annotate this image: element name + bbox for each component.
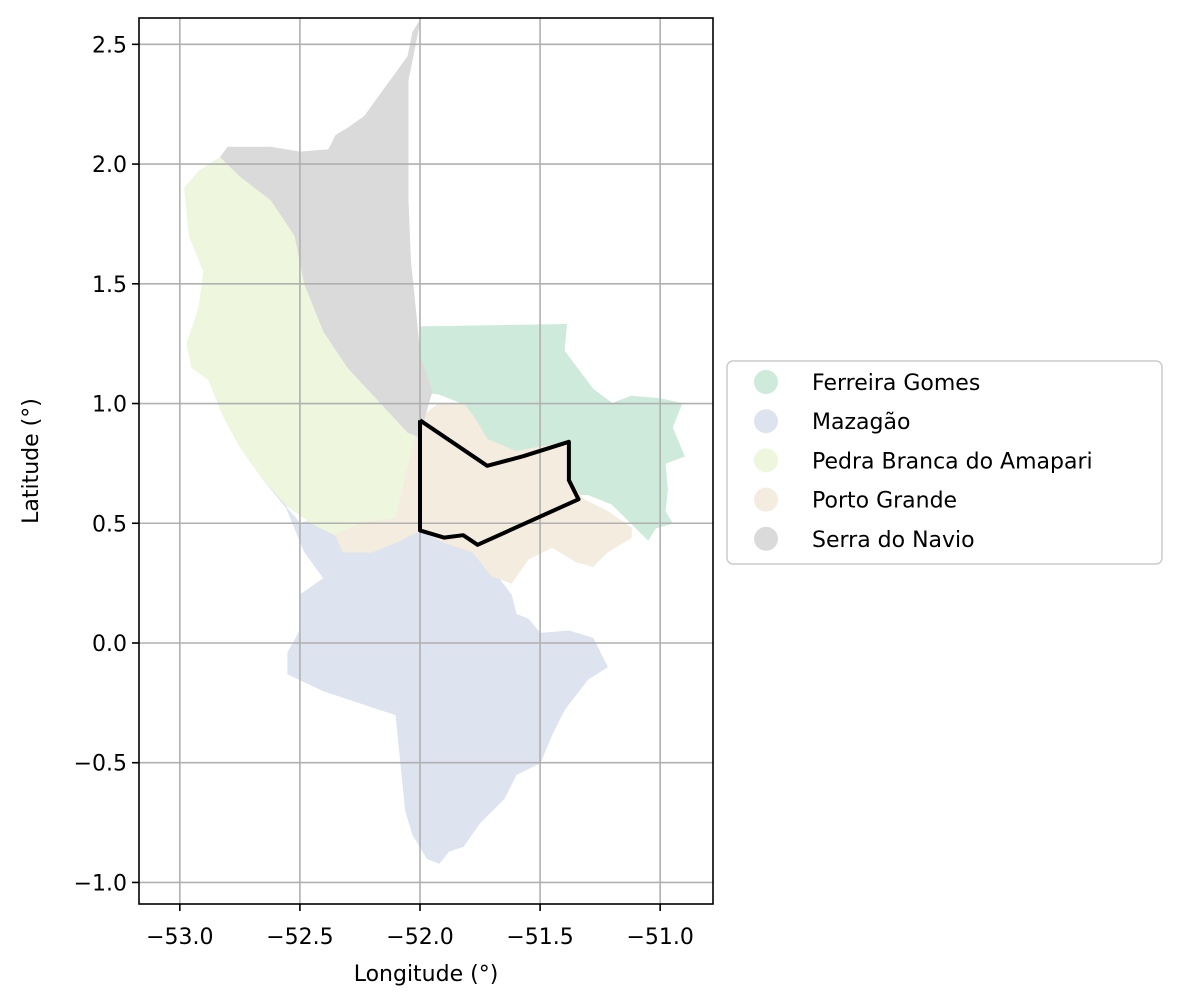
regions-layer bbox=[184, 20, 685, 864]
y-tick-label: 1.5 bbox=[92, 273, 127, 298]
legend-marker bbox=[754, 448, 778, 473]
legend-item-mazagao: Mazagão bbox=[754, 409, 910, 435]
legend-label: Pedra Branca do Amapari bbox=[812, 449, 1093, 474]
y-tick-label: 0.5 bbox=[92, 512, 127, 537]
y-tick-label: 2.5 bbox=[92, 33, 127, 58]
legend-marker bbox=[754, 409, 778, 434]
legend-item-pedra-branca-do-amapari: Pedra Branca do Amapari bbox=[754, 448, 1093, 474]
legend-item-serra-do-navio: Serra do Navio bbox=[754, 526, 975, 553]
y-tick-label: 2.0 bbox=[92, 153, 127, 178]
y-tick-label: −1.0 bbox=[74, 871, 127, 896]
legend-label: Mazagão bbox=[812, 410, 910, 435]
legend-box bbox=[726, 360, 1163, 565]
x-axis-label: Longitude (°) bbox=[354, 962, 499, 987]
legend-label: Porto Grande bbox=[812, 489, 957, 514]
legend-marker bbox=[754, 526, 778, 551]
legend-item-ferreira-gomes: Ferreira Gomes bbox=[754, 370, 980, 396]
y-tick-label: 1.0 bbox=[92, 393, 127, 418]
region-porto-grande bbox=[335, 403, 632, 584]
x-tick-label: −52.5 bbox=[266, 925, 333, 950]
y-axis-label: Latitude (°) bbox=[19, 398, 44, 524]
plot-frame bbox=[138, 17, 714, 905]
legend-marker bbox=[754, 370, 778, 394]
y-tick-label: −0.5 bbox=[74, 752, 127, 777]
region-mazagao bbox=[239, 446, 608, 864]
boundary-outline bbox=[418, 418, 581, 547]
y-ticks: −1.0 −0.5 0.0 0.5 1.0 1.5 2.0 2.5 bbox=[74, 33, 139, 896]
x-tick-label: −51.0 bbox=[626, 925, 693, 950]
x-tick-label: −52.0 bbox=[386, 925, 453, 950]
legend-label: Serra do Navio bbox=[812, 528, 975, 553]
legend-item-porto-grande: Porto Grande bbox=[754, 487, 957, 514]
legend: Ferreira Gomes Mazagão Pedra Branca do Ama… bbox=[726, 360, 1163, 565]
y-tick-label: 0.0 bbox=[92, 632, 127, 657]
legend-label: Ferreira Gomes bbox=[812, 371, 980, 396]
x-ticks: −53.0 −52.5 −52.0 −51.5 −51.0 bbox=[146, 904, 694, 950]
legend-marker bbox=[754, 487, 778, 512]
region-serra-do-navio bbox=[220, 20, 433, 438]
boundary-outline-layer bbox=[418, 418, 581, 547]
x-tick-label: −53.0 bbox=[146, 925, 213, 950]
x-tick-label: −51.5 bbox=[506, 925, 573, 950]
